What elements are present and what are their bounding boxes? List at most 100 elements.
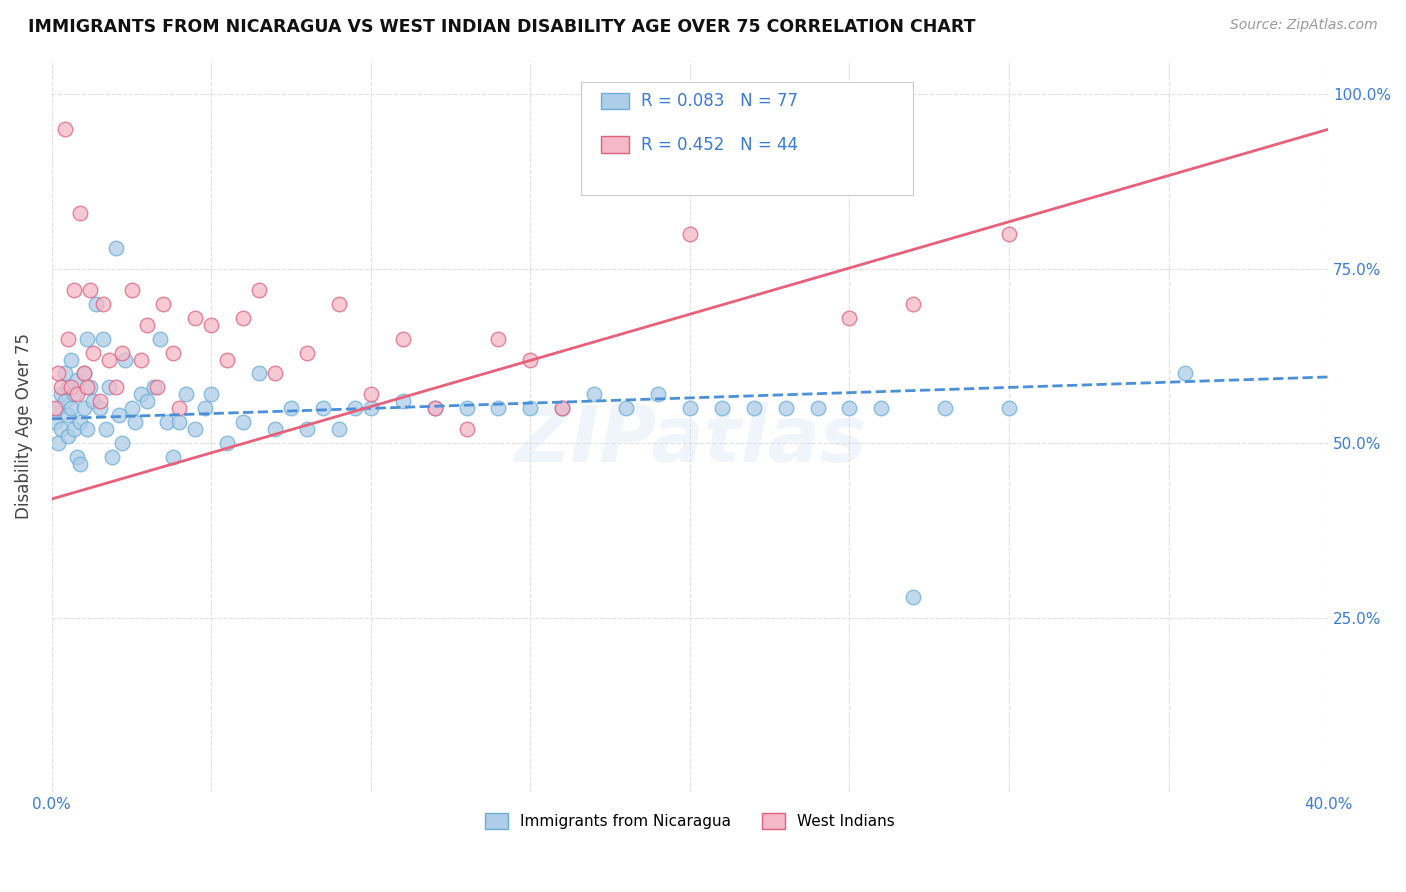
Point	[551, 401, 574, 416]
Point	[903, 296, 925, 310]
Point	[152, 296, 174, 310]
Point	[51, 380, 73, 394]
Text: ZIPatlas: ZIPatlas	[513, 402, 866, 478]
Point	[232, 415, 254, 429]
Point	[488, 401, 510, 416]
Point	[89, 401, 111, 416]
Point	[710, 401, 733, 416]
Point	[614, 401, 637, 416]
Point	[519, 352, 541, 367]
Text: R = 0.083   N = 77: R = 0.083 N = 77	[641, 92, 799, 110]
Point	[360, 387, 382, 401]
Point	[456, 422, 478, 436]
Point	[44, 415, 66, 429]
Point	[232, 310, 254, 325]
Point	[66, 374, 89, 388]
Point	[56, 409, 79, 423]
Point	[200, 387, 222, 401]
Text: R = 0.452   N = 44: R = 0.452 N = 44	[641, 136, 799, 153]
Point	[107, 409, 129, 423]
Point	[162, 345, 184, 359]
Point	[63, 283, 86, 297]
Point	[146, 380, 169, 394]
Text: IMMIGRANTS FROM NICARAGUA VS WEST INDIAN DISABILITY AGE OVER 75 CORRELATION CHAR: IMMIGRANTS FROM NICARAGUA VS WEST INDIAN…	[28, 18, 976, 36]
Point	[46, 436, 69, 450]
Point	[63, 422, 86, 436]
Point	[264, 422, 287, 436]
Point	[66, 450, 89, 465]
Point	[184, 422, 207, 436]
Point	[423, 401, 446, 416]
Point	[295, 345, 318, 359]
Point	[59, 352, 82, 367]
Point	[104, 380, 127, 394]
Legend: Immigrants from Nicaragua, West Indians: Immigrants from Nicaragua, West Indians	[479, 807, 901, 836]
Point	[328, 422, 350, 436]
FancyBboxPatch shape	[582, 81, 914, 195]
Point	[89, 394, 111, 409]
Point	[280, 401, 302, 416]
Point	[56, 332, 79, 346]
Bar	[600, 93, 628, 109]
Point	[184, 310, 207, 325]
Point	[870, 401, 893, 416]
Point	[129, 387, 152, 401]
Point	[162, 450, 184, 465]
Point	[73, 367, 96, 381]
Point	[295, 422, 318, 436]
Point	[328, 296, 350, 310]
Point	[136, 394, 159, 409]
Point	[111, 436, 134, 450]
Point	[101, 450, 124, 465]
Point	[217, 436, 239, 450]
Point	[69, 457, 91, 471]
Point	[79, 283, 101, 297]
Point	[194, 401, 217, 416]
Point	[51, 387, 73, 401]
Point	[360, 401, 382, 416]
Point	[423, 401, 446, 416]
Text: Source: ZipAtlas.com: Source: ZipAtlas.com	[1230, 18, 1378, 32]
Point	[200, 318, 222, 332]
Point	[111, 345, 134, 359]
Point	[934, 401, 956, 416]
Point	[129, 352, 152, 367]
Point	[76, 332, 98, 346]
Point	[44, 401, 66, 416]
Point	[121, 401, 143, 416]
Point	[998, 401, 1021, 416]
Point	[806, 401, 828, 416]
Point	[86, 296, 108, 310]
Point	[46, 367, 69, 381]
Point	[142, 380, 165, 394]
Point	[247, 283, 270, 297]
Point	[343, 401, 366, 416]
Point	[264, 367, 287, 381]
Point	[149, 332, 172, 346]
Point	[94, 422, 117, 436]
Point	[1173, 367, 1195, 381]
Point	[838, 310, 860, 325]
Point	[121, 283, 143, 297]
Point	[156, 415, 179, 429]
Point	[583, 387, 606, 401]
Point	[679, 401, 702, 416]
Point	[46, 401, 69, 416]
Point	[79, 380, 101, 394]
Point	[838, 401, 860, 416]
Point	[73, 367, 96, 381]
Point	[391, 332, 413, 346]
Point	[169, 401, 191, 416]
Point	[69, 415, 91, 429]
Point	[59, 401, 82, 416]
Point	[63, 387, 86, 401]
Point	[51, 422, 73, 436]
Point	[551, 401, 574, 416]
Point	[69, 206, 91, 220]
Point	[76, 422, 98, 436]
Point	[98, 380, 121, 394]
Point	[217, 352, 239, 367]
Point	[91, 296, 114, 310]
Point	[998, 227, 1021, 241]
Point	[114, 352, 136, 367]
